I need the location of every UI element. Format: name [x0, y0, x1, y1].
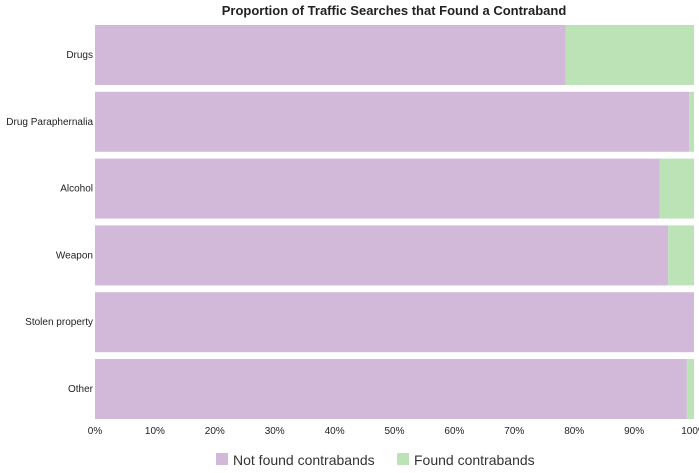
- x-tick-label: 90%: [624, 426, 644, 437]
- x-tick-label: 30%: [265, 426, 285, 437]
- bar-stolen-property-not-found: [95, 292, 694, 353]
- x-tick-label: 60%: [444, 426, 464, 437]
- bar-drugs-found: [565, 25, 694, 85]
- bar-other-not-found: [95, 359, 687, 419]
- bars-group: [95, 25, 694, 419]
- chart-title: Proportion of Traffic Searches that Foun…: [222, 3, 567, 18]
- bar-drug-paraphernalia-not-found: [95, 91, 690, 152]
- x-tick-label: 0%: [88, 426, 103, 437]
- bar-weapon-found: [668, 225, 694, 286]
- x-tick-label: 100%: [681, 426, 699, 437]
- category-labels: Drugs Drug Paraphernalia Alcohol Weapon Stol…: [6, 50, 93, 395]
- x-tick-label: 10%: [145, 426, 165, 437]
- bar-drug-paraphernalia-found: [689, 91, 694, 152]
- x-tick-label: 40%: [325, 426, 345, 437]
- x-axis-ticks: 0% 10% 20% 30% 40% 50% 60% 70% 80% 90% 100%: [88, 426, 699, 437]
- x-tick-label: 50%: [384, 426, 404, 437]
- category-label: Other: [68, 384, 94, 395]
- category-label: Drug Paraphernalia: [6, 117, 93, 128]
- bar-alcohol-found: [659, 158, 694, 219]
- bar-alcohol-not-found: [95, 158, 660, 219]
- category-label: Drugs: [66, 50, 93, 61]
- bar-drugs-not-found: [95, 25, 566, 85]
- legend: Not found contrabands Found contrabands: [216, 452, 535, 468]
- legend-label: Not found contrabands: [233, 452, 375, 468]
- x-tick-label: 70%: [504, 426, 524, 437]
- x-tick-label: 80%: [564, 426, 584, 437]
- category-label: Alcohol: [60, 184, 93, 195]
- legend-swatch: [397, 453, 409, 465]
- bar-other-found: [686, 359, 694, 419]
- legend-label: Found contrabands: [414, 452, 535, 468]
- bar-weapon-not-found: [95, 225, 669, 286]
- category-label: Weapon: [56, 250, 93, 261]
- category-label: Stolen property: [25, 317, 93, 328]
- legend-swatch: [216, 453, 228, 465]
- x-tick-label: 20%: [205, 426, 225, 437]
